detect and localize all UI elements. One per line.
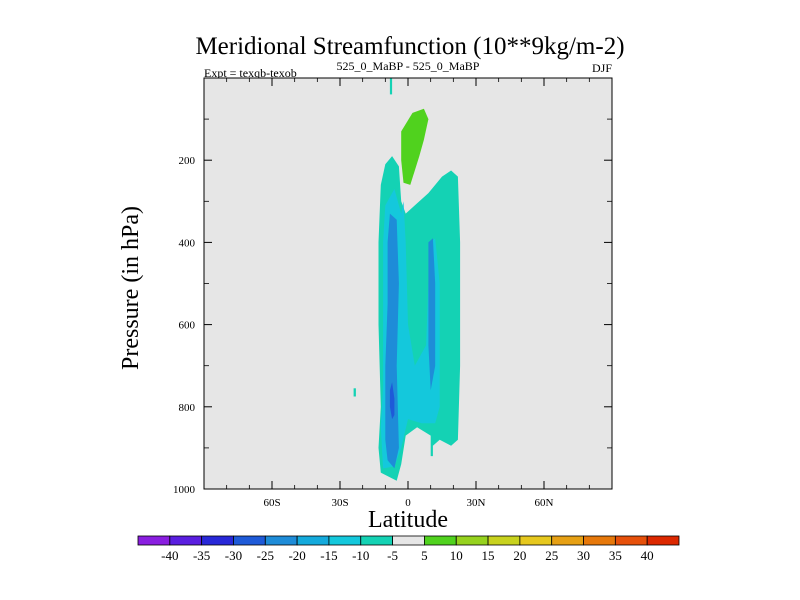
colorbar-label: -25 (257, 548, 274, 563)
colorbar-swatch (583, 535, 616, 546)
x-tick-label: 0 (405, 497, 411, 509)
colorbar-label: 35 (609, 548, 622, 563)
contour-region (428, 238, 436, 391)
y-axis-title: Pressure (in hPa) (118, 206, 144, 370)
colorbar-label: -5 (387, 548, 398, 563)
colorbar-swatch (487, 535, 521, 546)
y-tick-label: 200 (179, 155, 196, 167)
y-tick-label: 600 (179, 320, 196, 332)
chart-subtitle-center: 525_0_MaBP - 525_0_MaBP (337, 59, 480, 73)
y-tick-label: 1000 (173, 484, 196, 496)
colorbar-swatch (455, 535, 489, 546)
chart-subtitle-right: DJF (592, 61, 612, 75)
chart-title: Meridional Streamfunction (10**9kg/m-2) (195, 33, 624, 60)
colorbar-label: 30 (577, 548, 590, 563)
colorbar-label: -35 (193, 548, 210, 563)
colorbar-swatch (551, 535, 584, 546)
colorbar-swatch (296, 535, 330, 546)
y-tick-label: 800 (179, 402, 196, 414)
colorbar-swatch (137, 535, 171, 546)
colorbar-swatch (519, 535, 553, 546)
colorbar-swatch (646, 535, 680, 546)
x-tick-label: 60S (263, 497, 280, 509)
colorbar-label: 10 (450, 548, 463, 563)
colorbar-label: -40 (161, 548, 178, 563)
colorbar-swatch (233, 535, 266, 546)
colorbar-swatch (169, 535, 203, 546)
colorbar-label: 25 (545, 548, 558, 563)
x-tick-label: 30S (331, 497, 348, 509)
colorbar-label: -15 (320, 548, 337, 563)
colorbar: -40 -35 -30 -25 -20 -15 -10 -5 5 10 15 20 25 30 35 40 (137, 535, 680, 563)
colorbar-swatch (614, 535, 648, 546)
x-axis-title: Latitude (368, 507, 448, 533)
contour-region (389, 382, 395, 420)
colorbar-label: 15 (482, 548, 495, 563)
colorbar-label: -20 (288, 548, 305, 563)
colorbar-label: -30 (225, 548, 242, 563)
x-tick-label: 30N (467, 497, 486, 509)
colorbar-swatch (201, 535, 234, 546)
colorbar-swatch (360, 535, 393, 546)
colorbar-swatch (328, 535, 362, 546)
contour-region (385, 213, 399, 469)
contour-region (353, 388, 356, 397)
colorbar-swatch (264, 535, 298, 546)
y-tick-label: 400 (179, 237, 196, 249)
contour-region (389, 78, 393, 95)
colorbar-label: 5 (421, 548, 428, 563)
colorbar-label: 20 (513, 548, 526, 563)
colorbar-label: -10 (352, 548, 369, 563)
colorbar-swatch (392, 535, 425, 546)
chart-subtitle-left: Expt = texqb-texob (204, 66, 297, 80)
x-tick-label: 60N (535, 497, 554, 509)
colorbar-swatch (424, 535, 457, 546)
colorbar-label: 40 (641, 548, 654, 563)
contour-region (401, 108, 429, 185)
